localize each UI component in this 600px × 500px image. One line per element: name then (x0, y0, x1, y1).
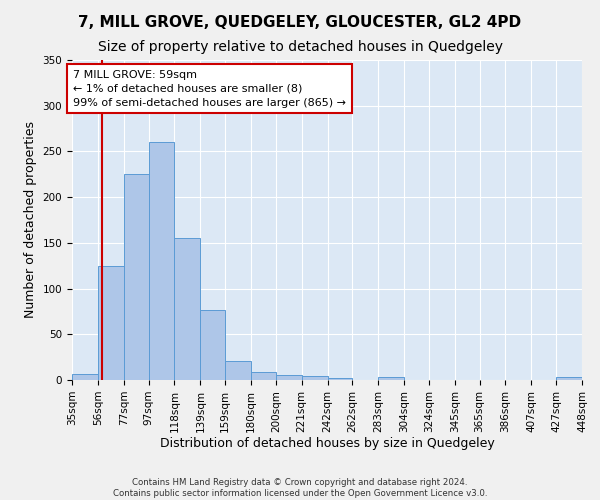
Text: Size of property relative to detached houses in Quedgeley: Size of property relative to detached ho… (97, 40, 503, 54)
Text: Contains HM Land Registry data © Crown copyright and database right 2024.
Contai: Contains HM Land Registry data © Crown c… (113, 478, 487, 498)
Bar (251, 372, 276, 380)
Bar (149, 142, 175, 380)
Bar (98, 266, 124, 380)
Bar (328, 378, 352, 380)
Bar (276, 376, 302, 380)
Bar (556, 378, 582, 380)
Bar (378, 378, 404, 380)
Bar (225, 361, 251, 380)
Bar (302, 376, 328, 380)
Bar (124, 174, 149, 380)
Y-axis label: Number of detached properties: Number of detached properties (24, 122, 37, 318)
Bar (175, 238, 200, 380)
X-axis label: Distribution of detached houses by size in Quedgeley: Distribution of detached houses by size … (160, 438, 494, 450)
Bar (72, 374, 98, 380)
Text: 7, MILL GROVE, QUEDGELEY, GLOUCESTER, GL2 4PD: 7, MILL GROVE, QUEDGELEY, GLOUCESTER, GL… (79, 15, 521, 30)
Text: 7 MILL GROVE: 59sqm
← 1% of detached houses are smaller (8)
99% of semi-detached: 7 MILL GROVE: 59sqm ← 1% of detached hou… (73, 70, 346, 108)
Bar (200, 310, 225, 380)
